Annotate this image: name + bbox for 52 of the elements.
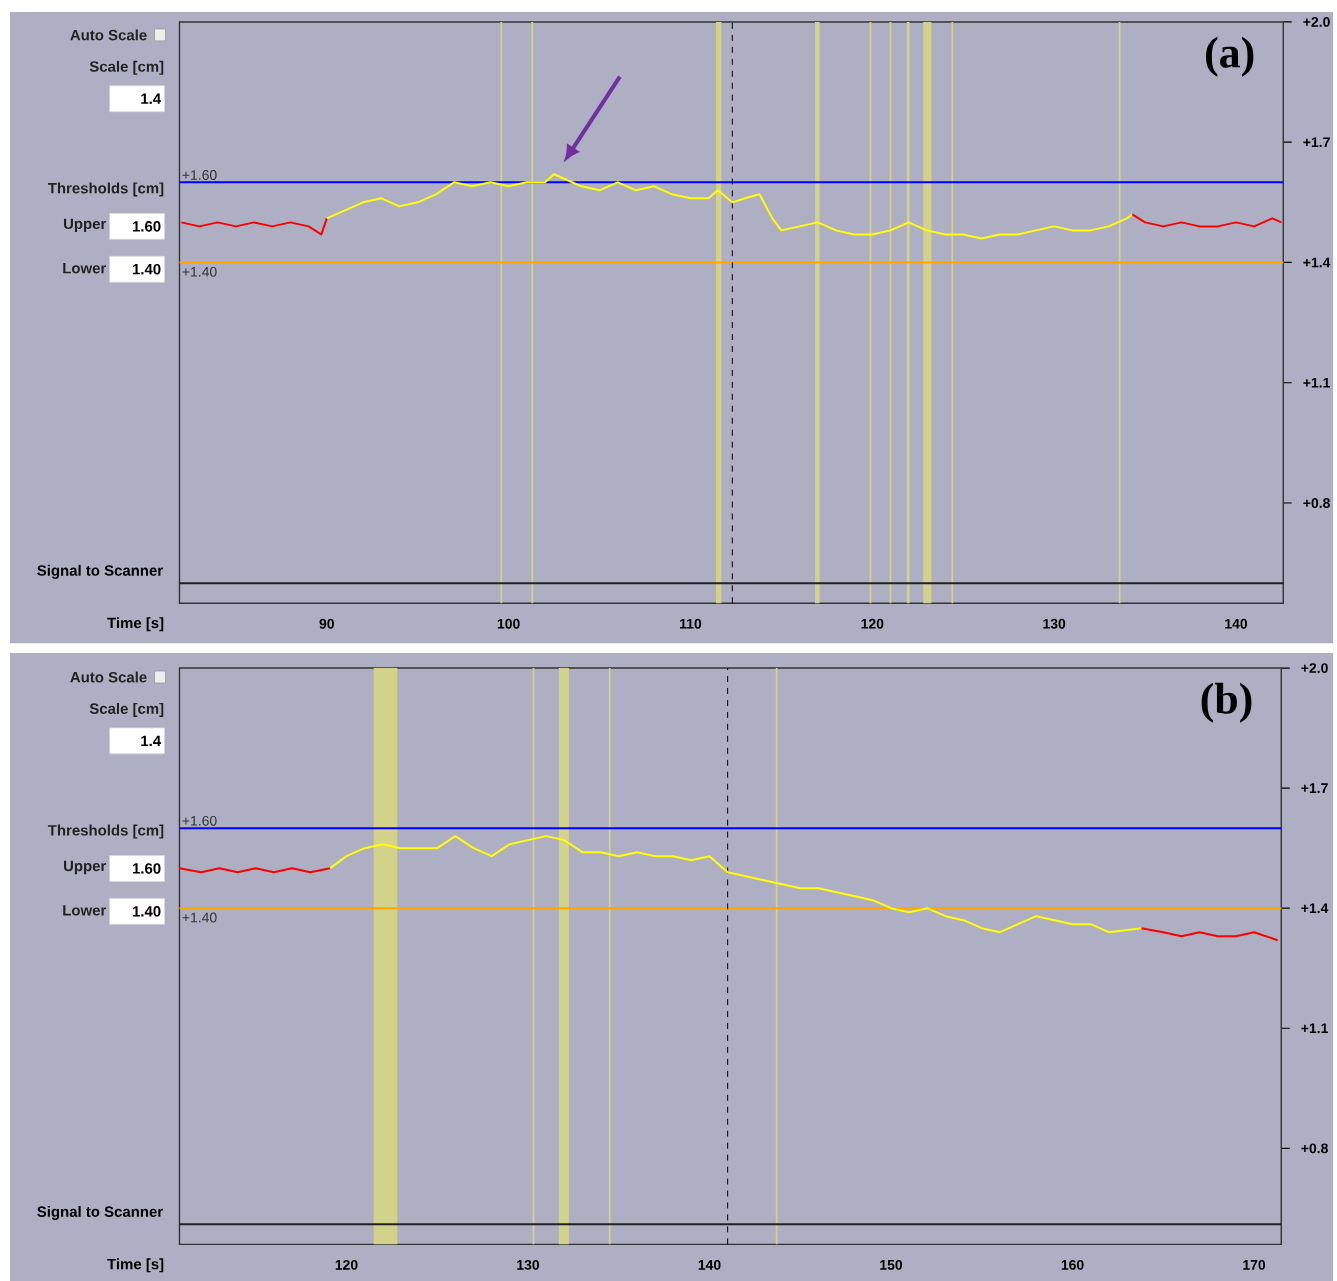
text: Scale [cm] bbox=[89, 60, 164, 75]
text: Scale [cm] bbox=[89, 702, 164, 717]
y-tick-label: +1.1 bbox=[1303, 377, 1330, 388]
x-tick-label: 130 bbox=[517, 1259, 540, 1270]
text: Thresholds [cm] bbox=[47, 824, 164, 839]
text: Lower bbox=[63, 905, 107, 916]
y-tick-label: +1.7 bbox=[1301, 783, 1328, 793]
chart-title: (a) bbox=[1206, 36, 1254, 77]
text: Upper bbox=[63, 860, 107, 875]
x-tick-label: 120 bbox=[335, 1259, 358, 1270]
x-tick-label: 90 bbox=[319, 618, 334, 629]
ref-line-label: Signal to Scanner bbox=[37, 564, 163, 579]
x-tick-label: 140 bbox=[1225, 618, 1248, 629]
text: 1.4 bbox=[141, 735, 162, 746]
text: Thresholds [cm] bbox=[47, 182, 164, 197]
x-axis-title: Time [s] bbox=[107, 617, 164, 632]
y-tick-label: +0.8 bbox=[1301, 1143, 1328, 1154]
y-tick-label: +2.0 bbox=[1303, 16, 1330, 27]
y-tick-label: +1.4 bbox=[1301, 903, 1329, 913]
x-tick-label: 140 bbox=[698, 1259, 721, 1270]
ref-line-label: +1.40 bbox=[182, 266, 217, 277]
y-tick-label: +2.0 bbox=[1301, 663, 1328, 673]
x-tick-label: 150 bbox=[880, 1259, 903, 1270]
text: 1.40 bbox=[132, 263, 161, 275]
y-tick-label: +1.4 bbox=[1303, 257, 1331, 268]
line-series bbox=[180, 217, 328, 236]
line-series bbox=[325, 173, 1134, 240]
line-series bbox=[1140, 927, 1279, 942]
ref-line-label: +1.60 bbox=[182, 815, 217, 826]
y-tick-label: +1.1 bbox=[1301, 1023, 1328, 1033]
x-axis-title: Time [s] bbox=[107, 1258, 164, 1273]
text: Auto Scale bbox=[70, 29, 147, 41]
text: 1.60 bbox=[132, 863, 161, 874]
x-tick-label: 120 bbox=[861, 618, 884, 629]
text: Auto Scale bbox=[70, 671, 147, 683]
x-tick-label: 130 bbox=[1043, 618, 1066, 629]
x-tick-label: 160 bbox=[1061, 1259, 1084, 1270]
text: Lower bbox=[63, 262, 107, 274]
text: Upper bbox=[63, 218, 107, 232]
line-series bbox=[1131, 213, 1283, 228]
x-tick-label: 170 bbox=[1243, 1259, 1266, 1270]
ref-line-label: Signal to Scanner bbox=[37, 1205, 163, 1220]
y-tick-label: +1.7 bbox=[1303, 137, 1330, 147]
text: 1.40 bbox=[132, 905, 161, 917]
chart-title: (b) bbox=[1201, 682, 1252, 723]
x-tick-label: 110 bbox=[680, 618, 702, 629]
ref-line-label: +1.40 bbox=[182, 912, 217, 923]
y-tick-label: +0.8 bbox=[1303, 497, 1330, 508]
text: 1.60 bbox=[132, 220, 161, 232]
text: 1.4 bbox=[141, 93, 162, 104]
x-tick-label: 100 bbox=[497, 618, 520, 629]
ref-line-label: +1.60 bbox=[182, 169, 217, 180]
